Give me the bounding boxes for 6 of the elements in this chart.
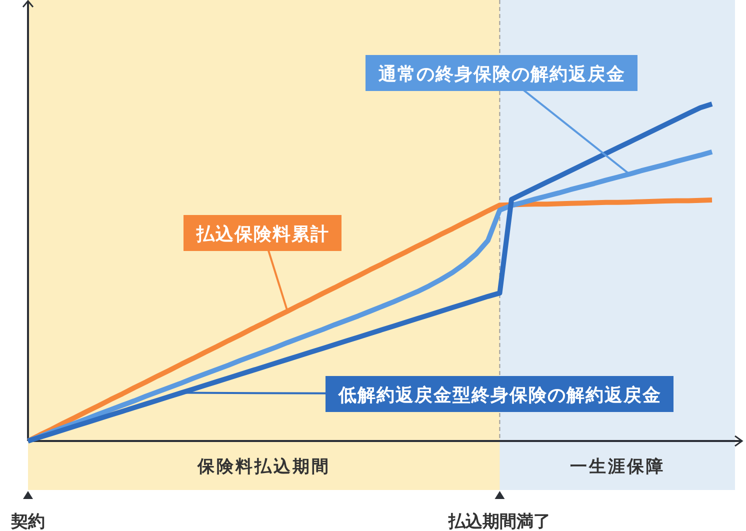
series-label: 払込保険料累計 [184, 215, 342, 312]
series-label: 通常の終身保険の解約返戻金 [366, 55, 638, 175]
text: 一生涯保障 [570, 457, 665, 477]
band-label: 保険料払込期間 [196, 457, 330, 477]
x-tick-label: 払込期間満了 [448, 512, 551, 531]
x-tick-label: 契約 [10, 512, 45, 531]
